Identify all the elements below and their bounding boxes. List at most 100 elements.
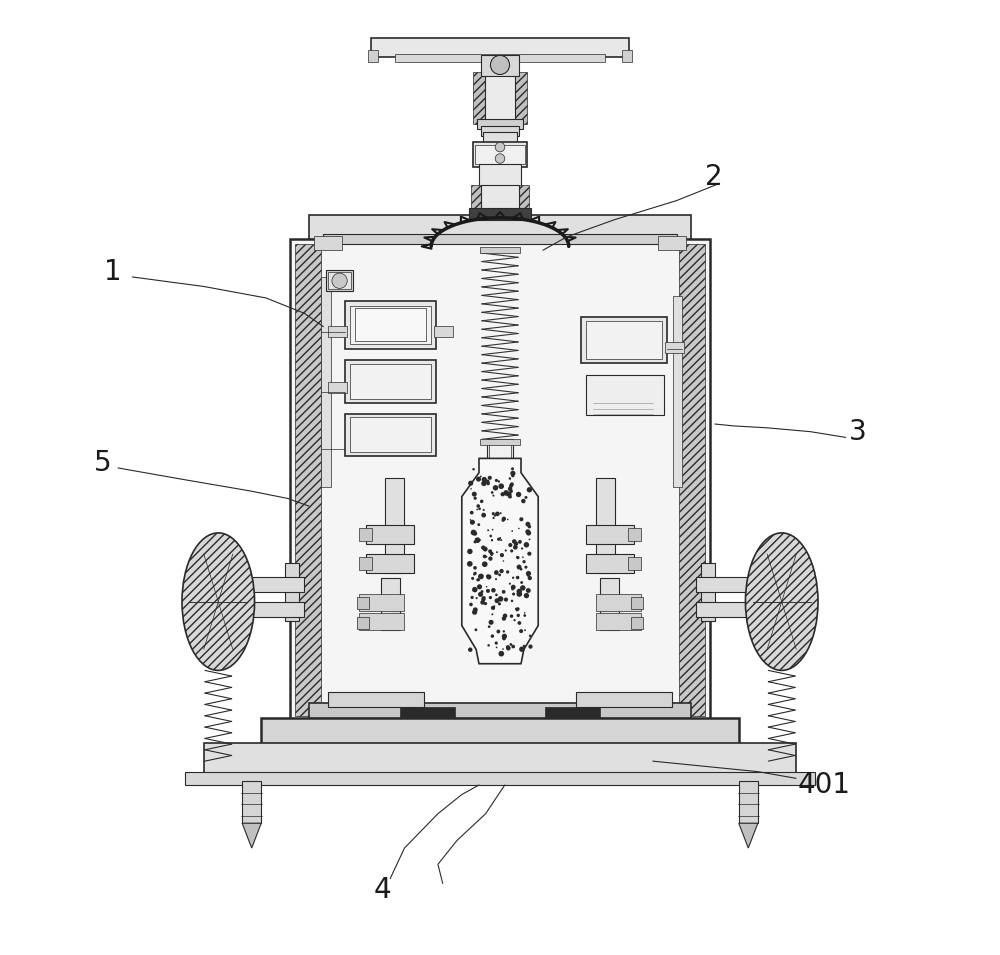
Bar	[204, 743, 796, 774]
Bar	[321, 277, 331, 487]
Circle shape	[503, 630, 505, 632]
Circle shape	[511, 530, 513, 532]
Bar	[471, 185, 481, 212]
Bar	[345, 301, 436, 349]
Bar	[665, 342, 684, 353]
Circle shape	[487, 644, 490, 647]
Circle shape	[508, 543, 512, 547]
Circle shape	[480, 600, 485, 605]
Bar	[323, 234, 677, 244]
Circle shape	[528, 576, 532, 581]
Circle shape	[491, 554, 493, 556]
Bar	[328, 272, 351, 289]
Bar	[314, 236, 342, 250]
Bar	[185, 772, 815, 785]
Circle shape	[482, 596, 486, 601]
Circle shape	[520, 585, 526, 590]
Circle shape	[483, 555, 486, 559]
Circle shape	[478, 539, 481, 541]
Circle shape	[496, 551, 498, 553]
Circle shape	[486, 479, 490, 483]
Bar	[481, 126, 519, 136]
Circle shape	[510, 614, 513, 618]
Circle shape	[525, 529, 530, 534]
Circle shape	[492, 529, 493, 531]
Circle shape	[467, 549, 473, 554]
Circle shape	[481, 545, 485, 550]
Bar	[355, 308, 426, 341]
Circle shape	[495, 578, 497, 581]
Circle shape	[481, 480, 487, 486]
Circle shape	[495, 512, 500, 516]
Circle shape	[517, 588, 522, 594]
Circle shape	[508, 487, 512, 491]
Circle shape	[503, 613, 507, 618]
Circle shape	[475, 538, 480, 543]
Circle shape	[522, 560, 526, 563]
Circle shape	[524, 629, 526, 631]
Bar	[345, 360, 436, 403]
Circle shape	[476, 578, 480, 582]
Circle shape	[495, 478, 498, 482]
Circle shape	[471, 577, 474, 580]
Bar	[586, 525, 634, 544]
Circle shape	[489, 596, 492, 599]
Bar	[481, 185, 519, 212]
Bar	[359, 557, 372, 570]
Circle shape	[492, 512, 495, 515]
Bar	[576, 692, 672, 707]
Circle shape	[511, 467, 514, 470]
Bar	[434, 326, 453, 337]
Bar	[252, 602, 304, 617]
Circle shape	[481, 513, 486, 518]
Circle shape	[509, 484, 513, 488]
Circle shape	[518, 540, 522, 543]
Bar	[473, 72, 485, 124]
Text: 401: 401	[798, 771, 851, 799]
Bar	[328, 326, 347, 337]
Circle shape	[510, 643, 512, 646]
Circle shape	[511, 600, 513, 603]
Circle shape	[529, 634, 531, 637]
Circle shape	[468, 480, 473, 486]
Circle shape	[506, 570, 509, 574]
Circle shape	[527, 574, 529, 577]
Circle shape	[526, 588, 531, 593]
Circle shape	[514, 541, 518, 546]
Circle shape	[513, 545, 518, 550]
Circle shape	[470, 511, 474, 515]
Circle shape	[494, 570, 499, 575]
Bar	[628, 528, 641, 541]
Circle shape	[500, 492, 505, 497]
Circle shape	[501, 519, 505, 521]
Circle shape	[332, 273, 347, 288]
Circle shape	[471, 530, 476, 536]
Circle shape	[526, 571, 531, 576]
Bar	[487, 439, 513, 478]
Circle shape	[500, 512, 502, 514]
Bar	[359, 594, 404, 611]
Circle shape	[502, 616, 506, 621]
Bar	[477, 119, 523, 129]
Circle shape	[500, 539, 502, 541]
Bar	[328, 382, 347, 393]
Circle shape	[495, 593, 498, 596]
Circle shape	[476, 477, 481, 481]
Circle shape	[491, 588, 496, 592]
Circle shape	[520, 581, 523, 584]
Circle shape	[467, 561, 473, 566]
Circle shape	[502, 634, 507, 639]
Polygon shape	[242, 823, 261, 848]
Circle shape	[520, 568, 522, 570]
Circle shape	[521, 547, 523, 550]
Circle shape	[528, 525, 531, 528]
Circle shape	[481, 590, 483, 593]
Bar	[295, 244, 321, 716]
Circle shape	[483, 546, 488, 552]
Circle shape	[509, 478, 511, 479]
Circle shape	[526, 530, 531, 536]
Bar	[481, 55, 519, 76]
Circle shape	[478, 574, 484, 580]
Circle shape	[488, 557, 493, 561]
Circle shape	[522, 557, 524, 558]
